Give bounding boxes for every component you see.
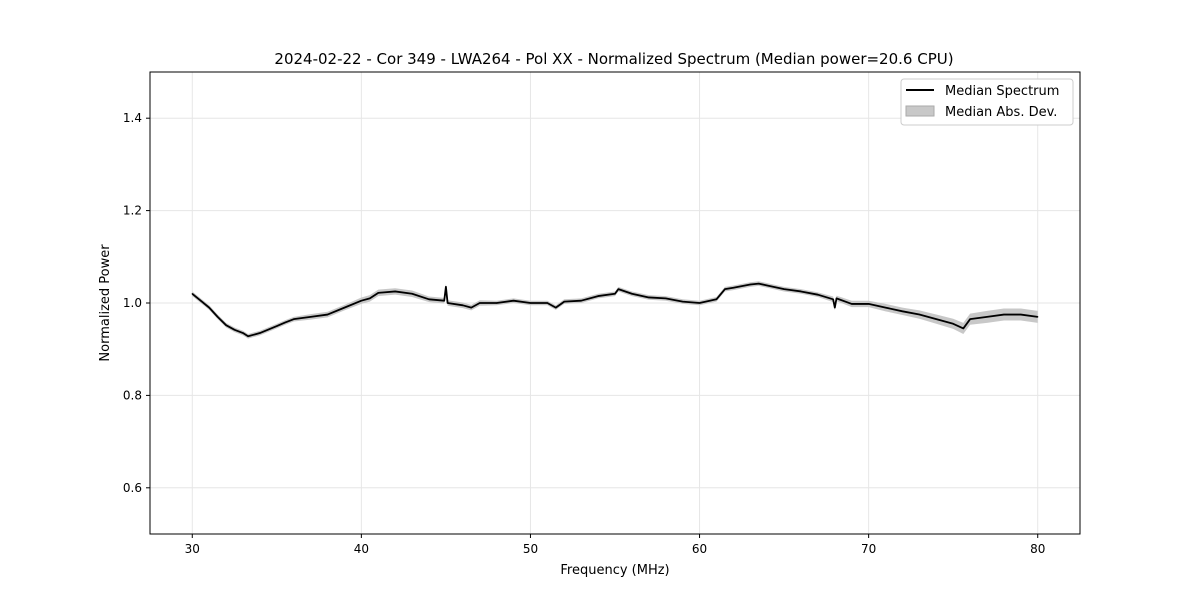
data-point [732, 287, 734, 289]
data-point [546, 302, 548, 304]
data-point [1020, 313, 1022, 316]
y-tick-label: 1.4 [123, 111, 142, 125]
data-point [835, 297, 838, 299]
data-point [217, 316, 219, 318]
y-tick-label: 0.8 [123, 388, 142, 402]
data-point [470, 307, 472, 309]
data-point [293, 318, 295, 320]
x-tick-label: 80 [1030, 542, 1045, 556]
data-point [918, 313, 920, 316]
data-point [952, 323, 954, 325]
data-point [631, 293, 633, 295]
data-point [479, 302, 481, 304]
data-point [208, 307, 210, 309]
legend-entry-mad: Median Abs. Dev. [945, 105, 1057, 120]
axis-ticks: 30 40 50 60 70 80 0.6 0.8 1.0 1.2 1.4 [123, 111, 1045, 556]
data-point [648, 296, 650, 299]
data-point [563, 301, 565, 303]
chart-title: 2024-02-22 - Cor 349 - LWA264 - Pol XX -… [274, 50, 953, 68]
data-point [369, 297, 371, 299]
legend-box [900, 78, 1074, 126]
data-point [443, 300, 445, 302]
data-point [394, 290, 396, 293]
data-point [191, 293, 193, 295]
data-point [276, 325, 278, 327]
data-point [242, 332, 244, 334]
data-point [935, 318, 937, 320]
data-point [962, 327, 964, 330]
y-tick-label: 0.6 [123, 481, 142, 495]
data-point [360, 300, 362, 302]
legend-band-swatch [905, 105, 935, 117]
data-point [247, 335, 249, 337]
data-point [597, 295, 599, 297]
data-point [817, 294, 819, 296]
data-point [766, 284, 768, 287]
y-axis-label: Normalized Power [98, 244, 113, 362]
data-point [343, 307, 346, 309]
data-point [447, 302, 449, 304]
data-point [1037, 316, 1039, 318]
data-point [225, 324, 227, 326]
data-point [310, 316, 312, 318]
data-point [868, 303, 870, 305]
data-point [832, 298, 834, 300]
data-point [614, 293, 616, 295]
data-point [411, 293, 413, 295]
data-point [529, 302, 532, 304]
data-point [834, 307, 836, 309]
data-point [758, 282, 760, 285]
data-point [665, 297, 667, 299]
data-point [496, 302, 498, 304]
data-point [851, 303, 853, 305]
data-point [200, 300, 202, 302]
data-point [783, 288, 785, 290]
data-point [715, 298, 718, 300]
y-tick-label: 1.0 [123, 296, 142, 310]
data-point [698, 302, 701, 304]
data-point [284, 321, 286, 324]
data-point [682, 301, 684, 303]
data-point [462, 304, 464, 306]
x-axis-label: Frequency (MHz) [560, 563, 669, 578]
data-point [617, 288, 619, 290]
data-point [969, 318, 971, 320]
data-point [555, 307, 557, 309]
data-point [901, 310, 904, 312]
data-point [326, 313, 329, 316]
data-point [580, 300, 582, 302]
data-point [724, 288, 726, 290]
x-tick-label: 60 [692, 542, 707, 556]
data-point [986, 316, 988, 318]
legend-entry-median: Median Spectrum [945, 84, 1059, 99]
mad-band [192, 281, 1038, 339]
y-tick-label: 1.2 [123, 204, 142, 218]
data-point [233, 329, 236, 331]
grid [150, 72, 1080, 534]
x-tick-label: 30 [185, 542, 200, 556]
data-point [445, 286, 447, 288]
x-tick-label: 40 [354, 542, 369, 556]
data-point [428, 298, 430, 300]
data-point [800, 290, 802, 293]
x-tick-label: 50 [523, 542, 538, 556]
data-point [377, 292, 379, 294]
data-point [512, 300, 515, 302]
legend: Median Spectrum Median Abs. Dev. [900, 78, 1074, 126]
median-line-group [191, 282, 1039, 338]
data-point [259, 332, 261, 334]
mad-band-group [192, 281, 1038, 339]
data-point [884, 307, 887, 309]
x-tick-label: 70 [861, 542, 876, 556]
data-point [1003, 313, 1005, 316]
data-point [749, 283, 751, 286]
